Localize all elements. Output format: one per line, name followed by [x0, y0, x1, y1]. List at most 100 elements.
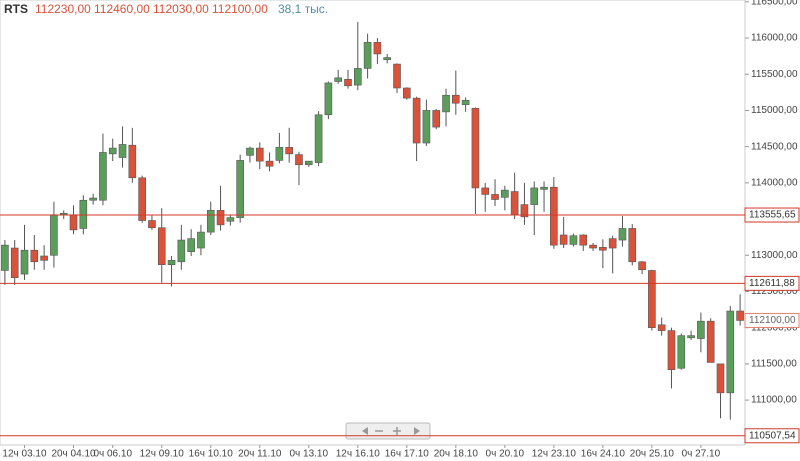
x-tick-label: 0ч 27.10: [682, 449, 721, 460]
volume: 38,1 тыс.: [278, 2, 328, 16]
candle-body: [481, 187, 490, 195]
candle-body: [412, 97, 421, 144]
candle-body: [177, 239, 186, 263]
candle-body: [422, 110, 431, 144]
zoom-in[interactable]: [393, 427, 401, 435]
candle-body: [510, 191, 519, 216]
candle-body: [726, 310, 735, 394]
candle-body: [265, 160, 274, 167]
candle-body: [138, 177, 146, 221]
candle-body: [363, 42, 372, 69]
candle-body: [579, 234, 588, 246]
y-tick-label: 113000,00: [751, 250, 798, 261]
scroll-control: [345, 422, 431, 440]
candle-body: [657, 324, 666, 331]
candle-body: [40, 255, 48, 261]
candle-body: [226, 217, 235, 222]
candle-body: [304, 160, 313, 166]
x-tick-label: 16ч 17.10: [385, 449, 430, 460]
scroll-right[interactable]: [414, 427, 420, 435]
x-tick-label: 16ч 10.10: [189, 449, 234, 460]
candle-body: [344, 78, 352, 87]
quote-high: 112460,00: [94, 2, 150, 16]
y-tick-label: 112500,00: [751, 286, 798, 297]
y-tick-label: 114000,00: [751, 177, 798, 188]
candle-body: [30, 249, 39, 263]
candle-body: [697, 320, 705, 339]
x-tick-label: 12ч 16.10: [336, 449, 381, 460]
candle-body: [373, 42, 382, 55]
candle-body: [442, 94, 450, 113]
candle-body: [706, 320, 715, 363]
candle-body: [148, 220, 156, 229]
candle-body: [236, 160, 244, 218]
level-box: [744, 275, 800, 291]
candle-body: [383, 57, 392, 61]
candle-body: [334, 77, 342, 82]
level-label: 112611,88: [749, 278, 795, 289]
candle-body: [589, 244, 597, 249]
candle-body: [324, 82, 333, 116]
candle-body: [628, 228, 637, 263]
candle-body: [550, 186, 558, 246]
x-tick-label: 12ч 09.10: [140, 449, 185, 460]
candle-body: [540, 186, 548, 190]
candle-body: [10, 247, 19, 279]
y-tick-label: 111500,00: [751, 359, 797, 370]
candle-body: [638, 261, 646, 271]
candle-body: [559, 234, 568, 245]
candle-body: [648, 270, 656, 328]
candle-body: [314, 114, 323, 163]
candle-body: [1, 244, 9, 271]
candle-body: [599, 247, 607, 251]
last-price-label: 112100,00: [749, 315, 796, 326]
candle-body: [716, 363, 725, 394]
candle-body: [618, 228, 627, 241]
candle-body: [687, 335, 695, 339]
y-tick-label: 111000,00: [751, 395, 797, 406]
candle-body: [501, 189, 509, 198]
x-tick-label: 0ч 13.10: [289, 449, 328, 460]
plot-area: [0, 0, 746, 446]
candle-body: [353, 68, 362, 86]
x-tick-label: 20ч 25.10: [630, 449, 675, 460]
candle-body: [216, 210, 225, 226]
quote-close: 112100,00: [212, 2, 268, 16]
level-box: [744, 428, 800, 444]
candle-body: [403, 87, 411, 99]
candle-body: [608, 238, 617, 249]
y-tick-label: 115000,00: [751, 105, 798, 116]
candle-body: [569, 235, 578, 245]
candle-body: [736, 310, 744, 321]
x-tick-label: 0ч 06.10: [93, 449, 132, 460]
candle-body: [59, 212, 68, 216]
candle-body: [118, 144, 127, 158]
scroll-bar: [345, 422, 431, 440]
candle-body: [432, 110, 441, 128]
y-tick-label: 115500,00: [751, 69, 798, 80]
candle-body: [157, 227, 166, 265]
x-tick-label: 12ч 23.10: [532, 449, 577, 460]
candle-body: [393, 63, 401, 89]
candle-body: [285, 147, 293, 155]
candle-body: [295, 154, 303, 166]
last-price-box: [744, 312, 800, 328]
candle-body: [520, 204, 529, 218]
candle-body: [99, 152, 107, 201]
candle-body: [206, 210, 215, 233]
candle-body: [50, 214, 58, 256]
candle-body: [491, 194, 499, 200]
quote-low: 112030,00: [153, 2, 209, 16]
candle-body: [461, 99, 470, 105]
candle-body: [20, 249, 29, 275]
candle-body: [197, 231, 205, 249]
level-box: [744, 207, 800, 223]
candle-body: [108, 147, 117, 155]
x-tick-label: 20ч 18.10: [434, 449, 479, 460]
scroll-left[interactable]: [362, 427, 368, 435]
candle-body: [275, 147, 284, 161]
y-tick-label: 114500,00: [751, 141, 798, 152]
candle-body: [677, 335, 686, 369]
candle-body: [79, 199, 88, 229]
candle-body: [69, 214, 78, 231]
